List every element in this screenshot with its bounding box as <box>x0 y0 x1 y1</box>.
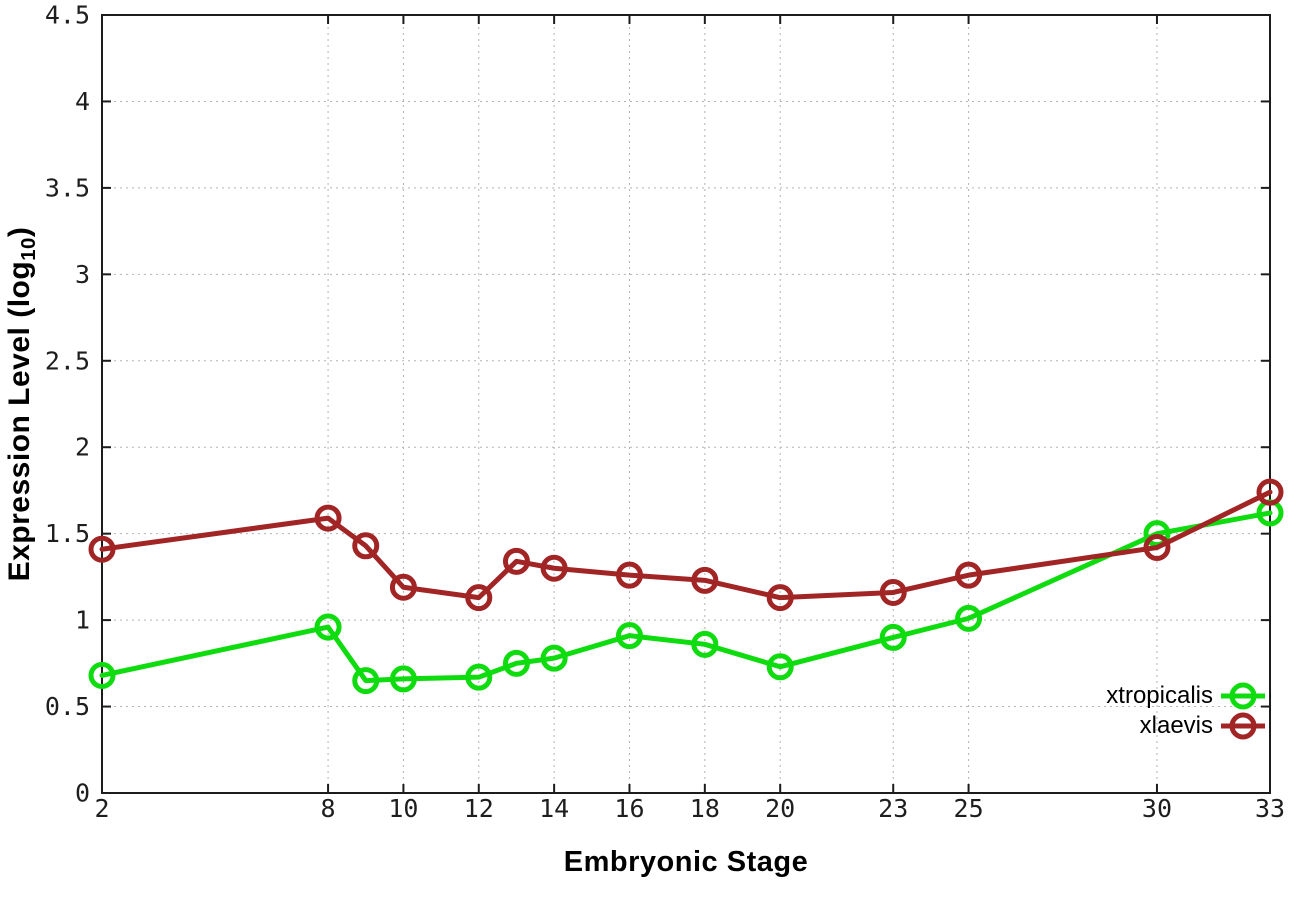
x-axis-title: Embryonic Stage <box>563 846 809 878</box>
tick-labels: 2 8 10 12 14 16 18 20 23 25 30 33 0 0.5 1 1.5 2 2.5 3 3.5 4 4… <box>45 1 1285 824</box>
grid <box>102 15 1270 793</box>
data-point-xlaevis <box>1256 478 1284 506</box>
data-point-xtropicalis <box>540 644 568 672</box>
legend-label-xlaevis: xlaevis <box>1139 712 1213 739</box>
data-point-xlaevis <box>389 573 417 601</box>
y-axis-title-suffix: ) <box>3 226 37 238</box>
x-tick-label: 8 <box>321 794 336 823</box>
y-tick-label: 1.5 <box>45 519 90 548</box>
data-point-xlaevis <box>691 566 719 594</box>
data-point-xlaevis <box>465 584 493 612</box>
x-tick-label: 30 <box>1142 794 1172 823</box>
data-point-xtropicalis <box>314 613 342 641</box>
data-point-xlaevis <box>766 584 794 612</box>
data-point-xlaevis <box>955 561 983 589</box>
data-point-xtropicalis <box>691 630 719 658</box>
y-tick-label: 0 <box>75 779 90 808</box>
data-point-xlaevis <box>502 547 530 575</box>
data-point-xtropicalis <box>465 663 493 691</box>
x-tick-label: 16 <box>614 794 644 823</box>
data-point-xtropicalis <box>615 622 643 650</box>
y-tick-label: 1 <box>75 606 90 635</box>
x-tick-label: 25 <box>954 794 984 823</box>
legend-item-xlaevis: xlaevis <box>1140 711 1266 741</box>
series-line-xlaevis <box>99 489 1273 601</box>
y-axis-title-subscript: 10 <box>17 237 40 261</box>
series-xlaevis <box>88 478 1284 612</box>
x-tick-label: 33 <box>1255 794 1285 823</box>
data-point-xtropicalis <box>352 667 380 695</box>
data-point-xtropicalis <box>879 623 907 651</box>
data-point-xlaevis <box>540 554 568 582</box>
y-tick-label: 2 <box>75 433 90 462</box>
legend-point-sample <box>1229 712 1257 740</box>
x-tick-label: 10 <box>388 794 418 823</box>
data-point-xtropicalis <box>766 653 794 681</box>
data-point-xlaevis <box>1143 533 1171 561</box>
data-point-xtropicalis <box>955 604 983 632</box>
data-point-xlaevis <box>352 532 380 560</box>
legend-marker-xtropicalis <box>1221 682 1265 710</box>
legend: xtropicalis xlaevis <box>1106 681 1266 741</box>
y-axis-title-text: Expression Level (log <box>3 260 37 582</box>
y-tick-label: 3.5 <box>45 173 90 202</box>
plot-border <box>101 14 1271 794</box>
y-tick-label: 2.5 <box>45 346 90 375</box>
y-tick-label: 4.5 <box>45 1 90 30</box>
data-point-xtropicalis <box>389 665 417 693</box>
x-tick-label: 14 <box>539 794 569 823</box>
data-point-xlaevis <box>314 504 342 532</box>
x-tick-label: 12 <box>464 794 494 823</box>
legend-label-xtropicalis: xtropicalis <box>1106 682 1213 709</box>
data-point-xtropicalis <box>1143 520 1171 548</box>
y-tick-label: 4 <box>75 87 90 116</box>
data-point-xlaevis <box>615 561 643 589</box>
data-point-xtropicalis <box>88 661 116 689</box>
x-tick-label: 2 <box>94 794 109 823</box>
legend-marker-xlaevis <box>1221 712 1265 740</box>
tick-marks <box>101 14 1271 794</box>
series-xtropicalis <box>88 499 1284 695</box>
x-tick-label: 18 <box>690 794 720 823</box>
x-tick-label: 23 <box>878 794 908 823</box>
y-tick-label: 0.5 <box>45 692 90 721</box>
y-axis-title: Expression Level (log10) <box>3 227 41 582</box>
legend-point-sample <box>1229 682 1257 710</box>
y-tick-label: 3 <box>75 260 90 289</box>
series-line-xtropicalis <box>99 510 1273 684</box>
data-point-xlaevis <box>879 578 907 606</box>
data-point-xlaevis <box>88 535 116 563</box>
legend-item-xtropicalis: xtropicalis <box>1106 681 1266 711</box>
data-point-xtropicalis <box>502 649 530 677</box>
x-tick-label: 20 <box>765 794 795 823</box>
